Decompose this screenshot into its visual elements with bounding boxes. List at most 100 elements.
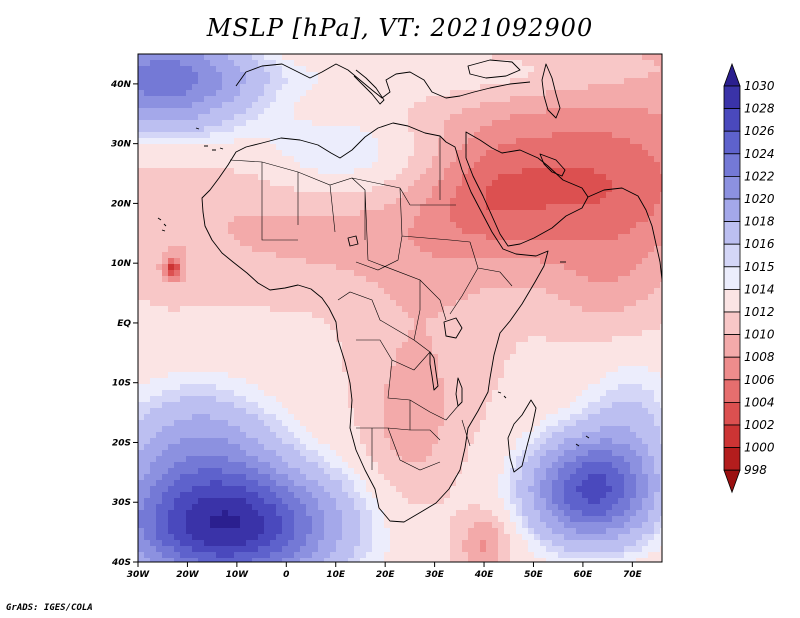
field-cell [156, 300, 163, 307]
field-cell [270, 324, 277, 331]
field-cell [522, 228, 529, 235]
field-cell [480, 270, 487, 277]
field-cell [282, 252, 289, 259]
field-cell [618, 192, 625, 199]
field-cell [342, 114, 349, 121]
field-cell [336, 66, 343, 73]
field-cell [168, 330, 175, 337]
field-cell [234, 336, 241, 343]
field-cell [444, 348, 451, 355]
field-cell [396, 282, 403, 289]
field-cell [636, 168, 643, 175]
field-cell [480, 54, 487, 61]
field-cell [504, 66, 511, 73]
field-cell [186, 132, 193, 139]
field-cell [228, 354, 235, 361]
field-cell [606, 108, 613, 115]
field-cell [312, 384, 319, 391]
field-cell [174, 276, 181, 283]
field-cell [582, 114, 589, 121]
field-cell [522, 360, 529, 367]
field-cell [198, 258, 205, 265]
field-cell [528, 234, 535, 241]
field-cell [660, 312, 662, 319]
field-cell [222, 96, 229, 103]
field-cell [282, 162, 289, 169]
field-cell [324, 258, 331, 265]
field-cell [210, 90, 217, 97]
field-cell [474, 240, 481, 247]
field-cell [228, 258, 235, 265]
field-cell [300, 222, 307, 229]
field-cell [444, 240, 451, 247]
field-cell [324, 366, 331, 373]
field-cell [228, 198, 235, 205]
field-cell [216, 234, 223, 241]
field-cell [420, 78, 427, 85]
field-cell [594, 78, 601, 85]
field-cell [624, 342, 631, 349]
field-cell [408, 282, 415, 289]
field-cell [336, 54, 343, 61]
field-cell [624, 246, 631, 253]
field-cell [516, 174, 523, 181]
field-cell [168, 78, 175, 85]
field-cell [258, 192, 265, 199]
field-cell [408, 264, 415, 271]
field-cell [342, 72, 349, 79]
field-cell [312, 360, 319, 367]
field-cell [198, 234, 205, 241]
field-cell [492, 378, 499, 385]
field-cell [396, 90, 403, 97]
field-cell [150, 174, 157, 181]
field-cell [162, 192, 169, 199]
field-cell [168, 378, 175, 385]
field-cell [348, 336, 355, 343]
field-cell [618, 360, 625, 367]
field-cell [408, 366, 415, 373]
field-cell [504, 342, 511, 349]
field-cell [480, 378, 487, 385]
field-cell [450, 252, 457, 259]
field-cell [444, 156, 451, 163]
field-cell [432, 150, 439, 157]
field-cell [246, 102, 253, 109]
field-cell [636, 120, 643, 127]
field-cell [306, 294, 313, 301]
field-cell [144, 96, 151, 103]
field-cell [156, 108, 163, 115]
field-cell [378, 120, 385, 127]
field-cell [216, 210, 223, 217]
field-cell [636, 276, 643, 283]
field-cell [384, 330, 391, 337]
field-cell [222, 54, 229, 61]
field-cell [402, 156, 409, 163]
field-cell [354, 54, 361, 61]
field-cell [546, 276, 553, 283]
field-cell [420, 354, 427, 361]
field-cell [252, 210, 259, 217]
field-cell [486, 108, 493, 115]
field-cell [210, 384, 217, 391]
field-cell [162, 204, 169, 211]
field-cell [426, 72, 433, 79]
field-cell [570, 246, 577, 253]
field-cell [312, 132, 319, 139]
field-cell [294, 390, 301, 397]
field-cell [378, 240, 385, 247]
field-cell [522, 258, 529, 265]
field-cell [558, 366, 565, 373]
field-cell [294, 246, 301, 253]
field-cell [360, 204, 367, 211]
field-cell [180, 258, 187, 265]
field-cell [360, 390, 367, 397]
field-cell [330, 180, 337, 187]
field-cell [636, 306, 643, 313]
field-cell [588, 108, 595, 115]
field-cell [654, 324, 661, 331]
field-cell [474, 222, 481, 229]
field-cell [510, 96, 517, 103]
field-cell [138, 336, 145, 343]
field-cell [186, 378, 193, 385]
field-cell [564, 84, 571, 91]
